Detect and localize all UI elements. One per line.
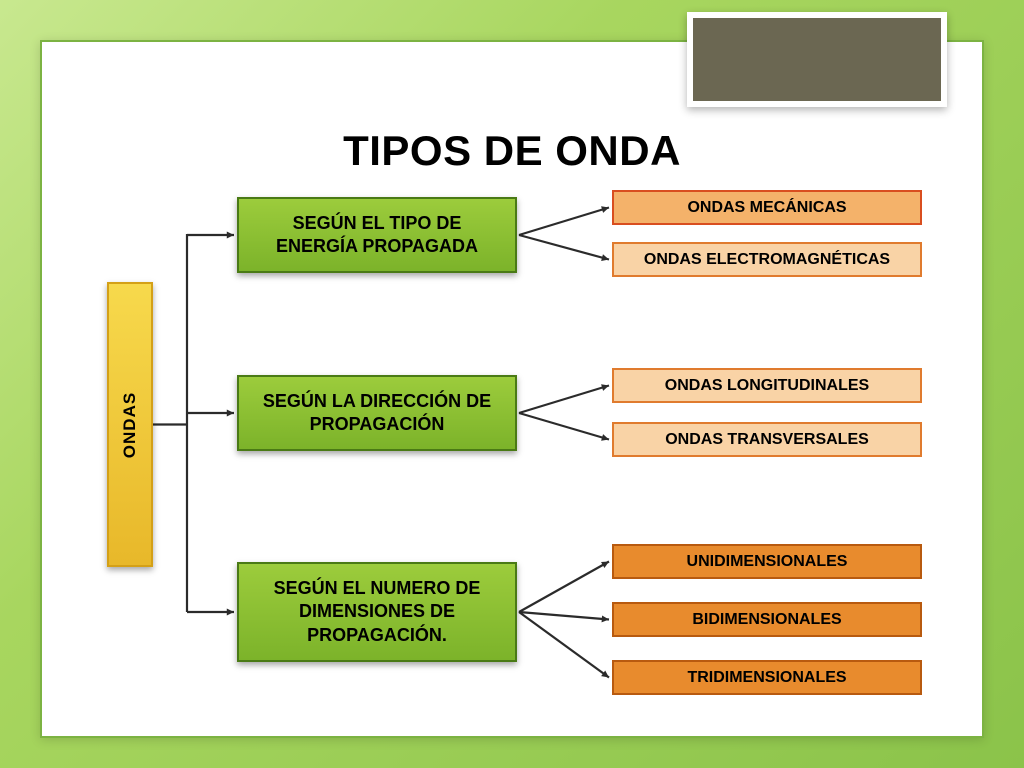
category-node: SEGÚN EL TIPO DE ENERGÍA PROPAGADA [237, 197, 517, 273]
slide-title: TIPOS DE ONDA [42, 127, 982, 175]
leaf-node: UNIDIMENSIONALES [612, 544, 922, 579]
leaf-node: ONDAS ELECTROMAGNÉTICAS [612, 242, 922, 277]
leaf-node: ONDAS MECÁNICAS [612, 190, 922, 225]
leaf-node: TRIDIMENSIONALES [612, 660, 922, 695]
root-label: ONDAS [120, 391, 140, 457]
corner-decoration [687, 12, 947, 107]
leaf-node: ONDAS TRANSVERSALES [612, 422, 922, 457]
category-node: SEGÚN EL NUMERO DE DIMENSIONES DE PROPAG… [237, 562, 517, 662]
slide-frame: TIPOS DE ONDA ONDAS SEGÚN EL TIPO DE ENE… [40, 40, 984, 738]
leaf-node: BIDIMENSIONALES [612, 602, 922, 637]
category-node: SEGÚN LA DIRECCIÓN DE PROPAGACIÓN [237, 375, 517, 451]
leaf-node: ONDAS LONGITUDINALES [612, 368, 922, 403]
root-node: ONDAS [107, 282, 153, 567]
